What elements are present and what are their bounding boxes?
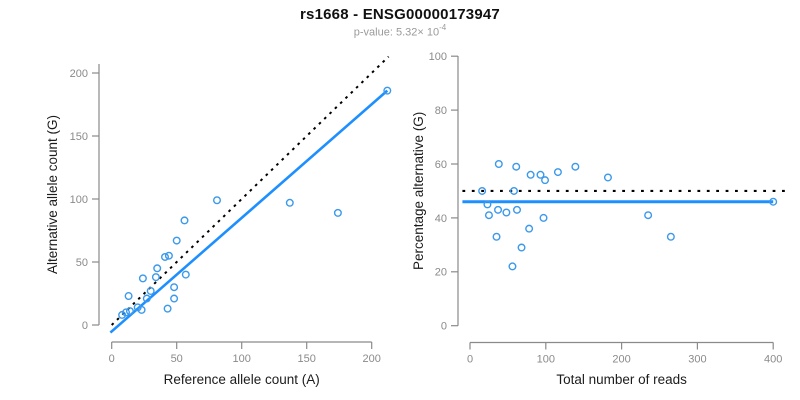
data-point (333, 208, 342, 217)
data-point (172, 236, 181, 245)
x-tick-label: 0 (109, 353, 115, 365)
data-point (483, 200, 492, 209)
y-tick-label: 50 (76, 257, 88, 269)
x-tick-label: 200 (363, 353, 381, 365)
data-point (142, 294, 151, 303)
data-point (517, 243, 526, 252)
p-value-text: p-value: 5.32× 10 (353, 26, 440, 39)
data-point (137, 305, 146, 314)
y-tick-label: 0 (441, 321, 447, 333)
y-tick-label: 100 (429, 51, 447, 63)
data-point (138, 274, 147, 283)
x-axis-title: Total number of reads (556, 372, 687, 387)
data-point (170, 294, 179, 303)
x-axis-title: Reference allele count (A) (164, 372, 320, 387)
y-axis-title: Alternative allele count (G) (45, 115, 60, 274)
data-point (509, 186, 518, 195)
regression-line (109, 89, 389, 334)
identity-line (111, 55, 390, 326)
data-point (160, 252, 169, 261)
x-tick-label: 150 (298, 353, 316, 365)
data-point (383, 86, 392, 95)
data-point (508, 262, 517, 271)
data-point (603, 173, 612, 182)
y-tick-label: 40 (435, 213, 447, 225)
data-point (541, 176, 550, 185)
figure-title: rs1668 - ENSG00000173947 (300, 6, 500, 23)
y-axis-title: Percentage alternative (G) (411, 112, 426, 270)
data-point (170, 283, 179, 292)
data-point (212, 196, 221, 205)
y-tick-label: 100 (70, 194, 88, 206)
data-point (163, 304, 172, 313)
data-point (124, 292, 133, 301)
x-tick-label: 400 (764, 354, 782, 366)
data-point (164, 251, 173, 260)
data-point (769, 197, 778, 206)
p-value-subtitle: p-value: 5.32× 10-4 (0, 23, 800, 39)
y-tick-label: 0 (82, 320, 88, 332)
data-point (502, 208, 511, 217)
data-point (666, 232, 675, 241)
data-point (121, 308, 130, 317)
data-point (512, 162, 521, 171)
y-tick-label: 80 (435, 105, 447, 117)
data-point (180, 216, 189, 225)
p-value-exponent: -4 (439, 23, 447, 32)
data-point (285, 198, 294, 207)
data-point (526, 170, 535, 179)
data-point (525, 224, 534, 233)
data-point (484, 211, 493, 220)
data-point (146, 286, 155, 295)
data-point (571, 162, 580, 171)
data-point (181, 270, 190, 279)
x-tick-label: 0 (467, 354, 473, 366)
x-tick-label: 200 (612, 354, 630, 366)
y-tick-label: 150 (70, 131, 88, 143)
data-point (539, 213, 548, 222)
data-point (478, 186, 487, 195)
data-point (494, 205, 503, 214)
data-point (536, 170, 545, 179)
data-point (553, 168, 562, 177)
x-tick-label: 50 (171, 353, 183, 365)
data-point (494, 159, 503, 168)
data-point (644, 211, 653, 220)
x-tick-label: 100 (233, 353, 251, 365)
data-point (125, 307, 134, 316)
data-point (512, 205, 521, 214)
data-point (153, 264, 162, 273)
y-tick-label: 60 (435, 159, 447, 171)
y-tick-label: 20 (435, 267, 447, 279)
y-tick-label: 200 (70, 68, 88, 80)
data-point (151, 273, 160, 282)
x-tick-label: 300 (688, 354, 706, 366)
data-point (492, 232, 501, 241)
x-tick-label: 100 (537, 354, 555, 366)
